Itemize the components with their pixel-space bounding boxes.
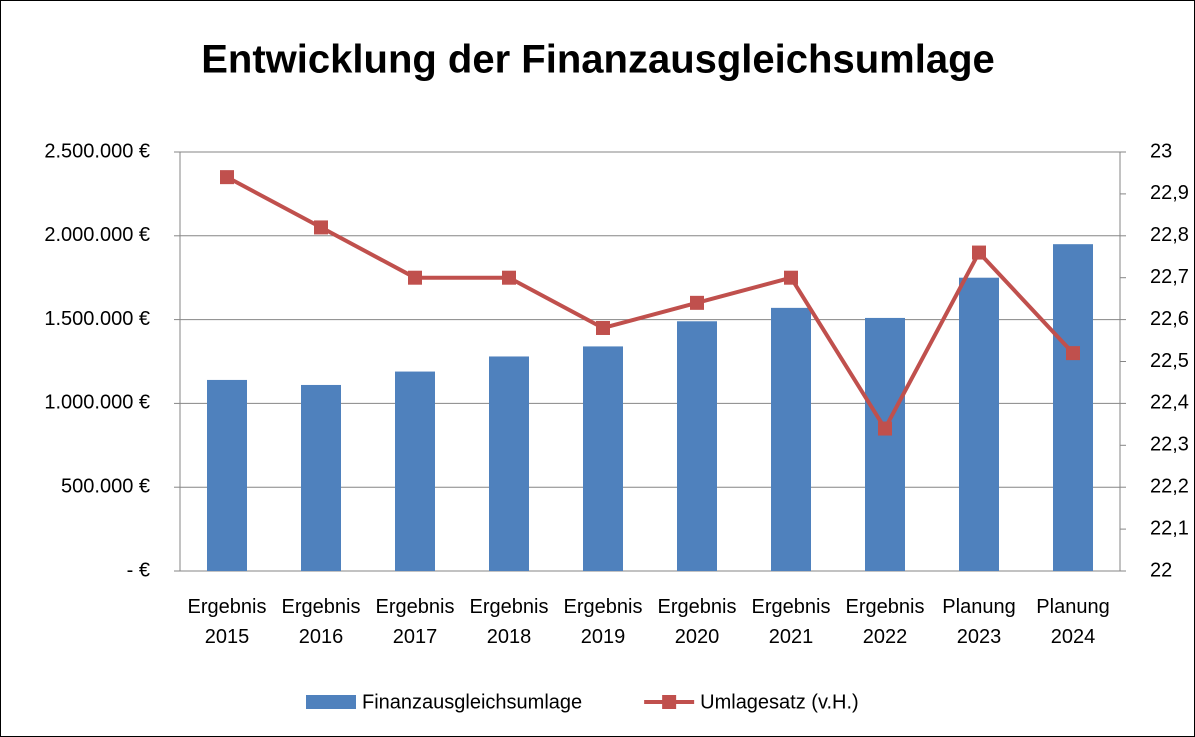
x-tick-label: Ergebnis 2015 — [188, 596, 267, 648]
marker — [502, 270, 516, 285]
x-tick-label: Ergebnis 2019 — [564, 596, 643, 648]
y2-tick-label: 22,9 — [1150, 182, 1189, 204]
y2-tick-label: 22,4 — [1150, 392, 1189, 414]
y2-tick-label: 22,7 — [1150, 266, 1189, 288]
x-tick-label: Ergebnis 2022 — [846, 596, 925, 648]
x-tick-label: Ergebnis 2016 — [282, 596, 361, 648]
bar — [583, 346, 623, 571]
y2-tick-label: 22,2 — [1150, 475, 1189, 497]
x-tick-label: Ergebnis 2021 — [752, 596, 831, 648]
bar — [1053, 244, 1093, 571]
x-tick-label: Planung 2023 — [942, 596, 1015, 648]
legend-label: Finanzausgleichsumlage — [362, 691, 582, 713]
y-tick-label: 1.000.000 € — [44, 392, 150, 414]
marker — [408, 270, 422, 285]
marker — [972, 245, 986, 260]
marker — [220, 170, 234, 185]
x-tick-label: Planung 2024 — [1036, 596, 1109, 648]
chart-title: Entwicklung der Finanzausgleichsumlage — [201, 38, 995, 82]
legend-swatch — [306, 695, 356, 709]
y2-tick-label: 22,1 — [1150, 517, 1189, 539]
marker — [314, 220, 328, 235]
bar — [771, 307, 811, 571]
x-tick-label: Ergebnis 2017 — [376, 596, 455, 648]
y2-tick-label: 22 — [1150, 559, 1172, 581]
marker — [596, 320, 610, 335]
bar — [489, 356, 529, 571]
legend-swatch — [662, 695, 677, 709]
y2-tick-label: 22,8 — [1150, 224, 1189, 246]
line — [226, 175, 1075, 433]
y2-tick-label: 22,6 — [1150, 308, 1189, 330]
y2-tick-label: 23 — [1150, 140, 1172, 162]
y-tick-label: 2.000.000 € — [44, 224, 150, 246]
y2-tick-label: 22,5 — [1150, 350, 1189, 372]
marker — [1066, 346, 1080, 361]
bar — [301, 384, 341, 571]
bar — [395, 371, 435, 571]
marker — [878, 421, 892, 436]
x-tick-label: Ergebnis 2018 — [470, 596, 549, 648]
marker — [784, 270, 798, 285]
y-tick-label: 2.500.000 € — [44, 140, 150, 162]
y-tick-label: - € — [127, 559, 150, 581]
marker — [690, 295, 704, 310]
bar — [865, 317, 905, 571]
y-tick-label: 1.500.000 € — [44, 308, 150, 330]
bar — [677, 321, 717, 571]
bar — [207, 379, 247, 571]
y-tick-label: 500.000 € — [61, 475, 150, 497]
bar — [959, 277, 999, 571]
legend-label: Umlagesatz (v.H.) — [700, 691, 859, 713]
y2-tick-label: 22,3 — [1150, 434, 1189, 456]
x-tick-label: Ergebnis 2020 — [658, 596, 737, 648]
